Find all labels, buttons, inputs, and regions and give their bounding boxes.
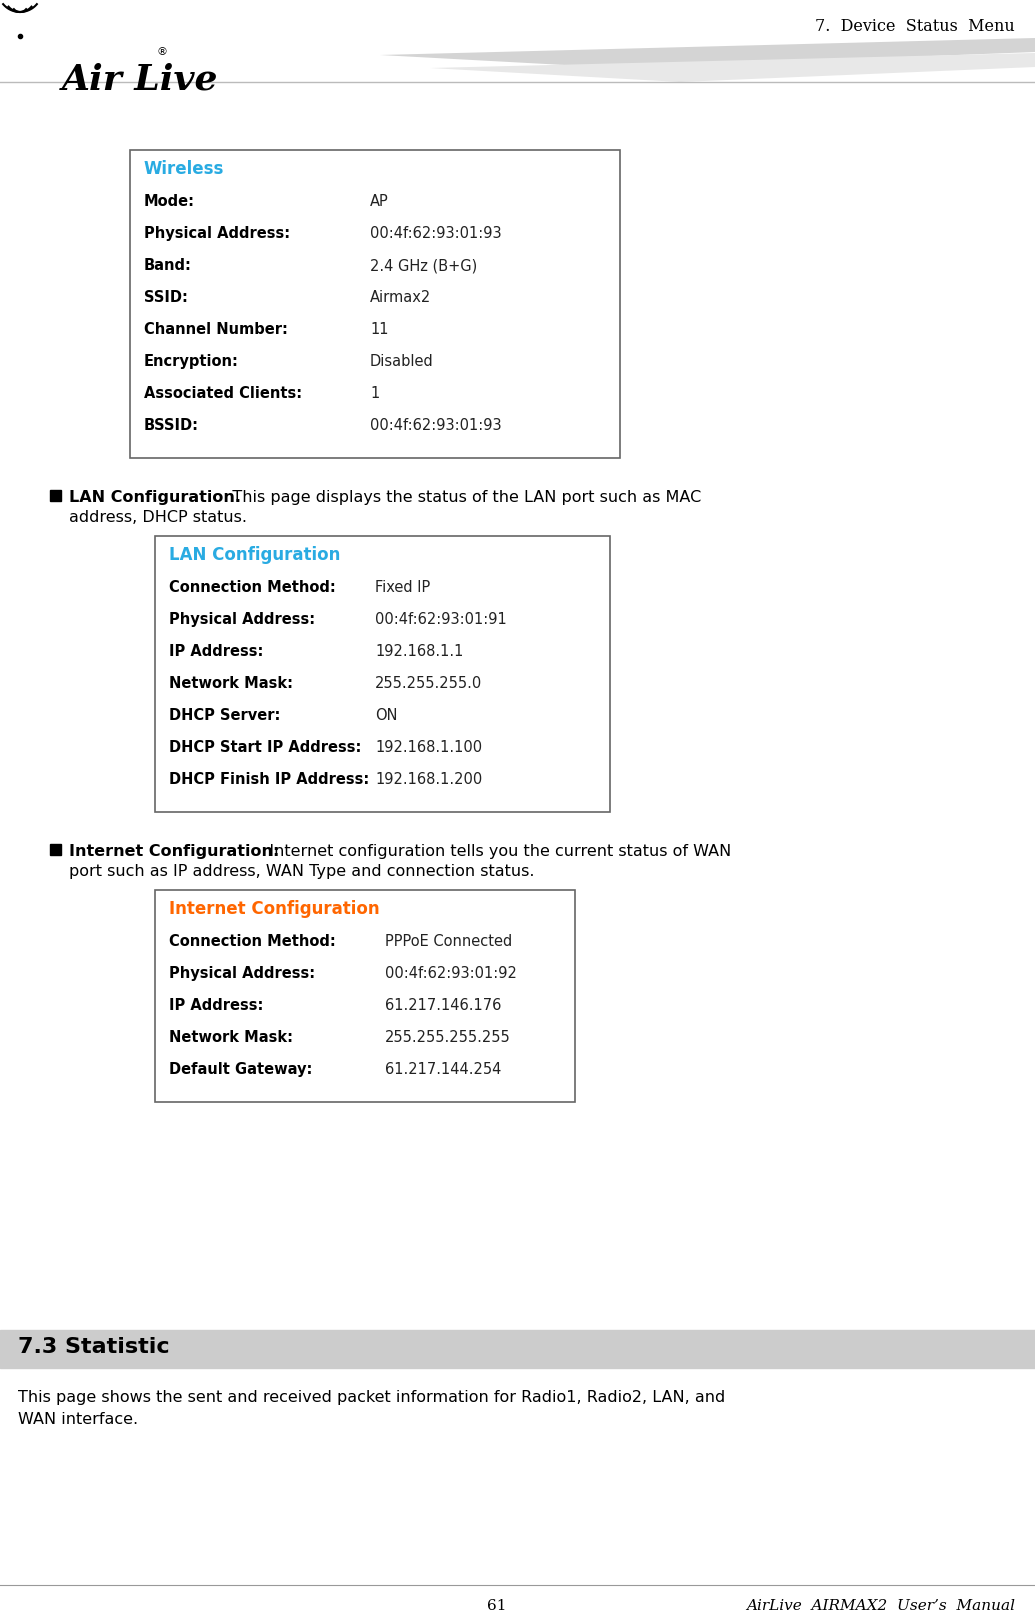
Text: IP Address:: IP Address:: [169, 644, 263, 659]
Text: 255.255.255.255: 255.255.255.255: [385, 1031, 510, 1045]
Text: 255.255.255.0: 255.255.255.0: [375, 676, 482, 691]
Text: ®: ®: [157, 47, 168, 57]
Text: 11: 11: [369, 322, 388, 337]
FancyBboxPatch shape: [130, 150, 620, 458]
Text: 00:4f:62:93:01:91: 00:4f:62:93:01:91: [375, 612, 507, 628]
Text: Air Live: Air Live: [62, 61, 218, 95]
Text: Connection Method:: Connection Method:: [169, 579, 335, 595]
Text: ON: ON: [375, 709, 397, 723]
Text: DHCP Start IP Address:: DHCP Start IP Address:: [169, 739, 361, 756]
Polygon shape: [380, 37, 1035, 68]
Text: Band:: Band:: [144, 257, 191, 273]
Text: Encryption:: Encryption:: [144, 354, 239, 369]
Text: 192.168.1.200: 192.168.1.200: [375, 772, 482, 786]
Text: Internet configuration tells you the current status of WAN: Internet configuration tells you the cur…: [254, 845, 732, 859]
Text: IP Address:: IP Address:: [169, 998, 263, 1013]
Text: 00:4f:62:93:01:93: 00:4f:62:93:01:93: [369, 417, 502, 434]
FancyBboxPatch shape: [155, 890, 575, 1102]
Text: 00:4f:62:93:01:93: 00:4f:62:93:01:93: [369, 227, 502, 241]
Text: 61: 61: [487, 1599, 506, 1613]
Text: Network Mask:: Network Mask:: [169, 676, 293, 691]
Text: BSSID:: BSSID:: [144, 417, 199, 434]
Text: 2.4 GHz (B+G): 2.4 GHz (B+G): [369, 257, 477, 273]
Text: 192.168.1.100: 192.168.1.100: [375, 739, 482, 756]
Text: address, DHCP status.: address, DHCP status.: [69, 510, 247, 524]
Text: Internet Configuration:: Internet Configuration:: [69, 845, 279, 859]
Text: Fixed IP: Fixed IP: [375, 579, 431, 595]
Text: Physical Address:: Physical Address:: [169, 966, 315, 981]
Text: Channel Number:: Channel Number:: [144, 322, 288, 337]
Text: Physical Address:: Physical Address:: [169, 612, 315, 628]
Text: port such as IP address, WAN Type and connection status.: port such as IP address, WAN Type and co…: [69, 864, 534, 879]
Text: Default Gateway:: Default Gateway:: [169, 1061, 313, 1078]
Text: Connection Method:: Connection Method:: [169, 934, 335, 950]
Text: Wireless: Wireless: [144, 160, 225, 178]
Bar: [50, 490, 61, 502]
Text: DHCP Server:: DHCP Server:: [169, 709, 280, 723]
Text: 61.217.144.254: 61.217.144.254: [385, 1061, 501, 1078]
Polygon shape: [430, 53, 1035, 83]
Text: Associated Clients:: Associated Clients:: [144, 387, 302, 401]
Text: AirLive  AIRMAX2  User’s  Manual: AirLive AIRMAX2 User’s Manual: [746, 1599, 1015, 1613]
Text: Network Mask:: Network Mask:: [169, 1031, 293, 1045]
Text: This page displays the status of the LAN port such as MAC: This page displays the status of the LAN…: [217, 490, 702, 505]
Text: DHCP Finish IP Address:: DHCP Finish IP Address:: [169, 772, 369, 786]
Text: Disabled: Disabled: [369, 354, 434, 369]
Text: 1: 1: [369, 387, 379, 401]
Text: This page shows the sent and received packet information for Radio1, Radio2, LAN: This page shows the sent and received pa…: [18, 1390, 726, 1404]
Text: 7.  Device  Status  Menu: 7. Device Status Menu: [816, 18, 1015, 36]
Text: 00:4f:62:93:01:92: 00:4f:62:93:01:92: [385, 966, 516, 981]
FancyBboxPatch shape: [155, 536, 610, 812]
Text: WAN interface.: WAN interface.: [18, 1413, 138, 1427]
Text: PPPoE Connected: PPPoE Connected: [385, 934, 512, 950]
Text: LAN Configuration: LAN Configuration: [169, 545, 341, 565]
Text: Physical Address:: Physical Address:: [144, 227, 290, 241]
Text: SSID:: SSID:: [144, 290, 188, 306]
Text: AP: AP: [369, 194, 389, 209]
Text: 192.168.1.1: 192.168.1.1: [375, 644, 464, 659]
Text: Airmax2: Airmax2: [369, 290, 432, 306]
Text: Internet Configuration: Internet Configuration: [169, 900, 380, 917]
Bar: [50, 845, 61, 854]
Bar: [0, 1330, 1035, 1367]
Text: LAN Configuration.: LAN Configuration.: [69, 490, 241, 505]
Text: Mode:: Mode:: [144, 194, 195, 209]
Text: 7.3 Statistic: 7.3 Statistic: [18, 1336, 170, 1358]
Text: 61.217.146.176: 61.217.146.176: [385, 998, 501, 1013]
